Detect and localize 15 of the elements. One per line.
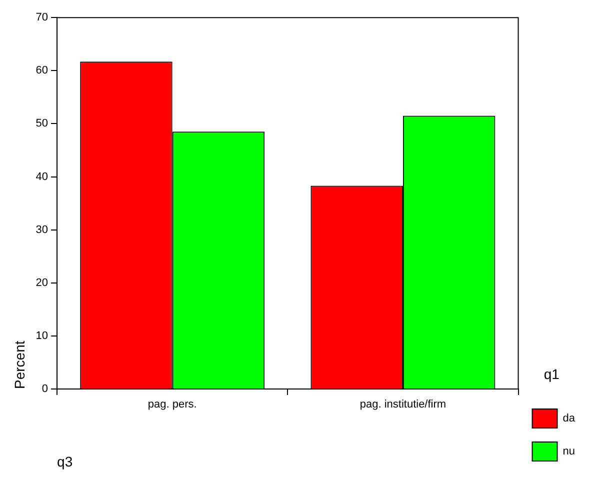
y-tick-label: 70: [36, 12, 48, 24]
y-tick-label: 50: [36, 118, 48, 130]
y-tick-label: 20: [36, 276, 48, 289]
legend-label: nu: [562, 446, 576, 458]
y-tick-label: 40: [36, 170, 48, 183]
y-tick-label: 10: [36, 330, 48, 342]
y-tick-label: 60: [36, 64, 48, 77]
y-tick-label: 30: [36, 224, 48, 236]
x-axis-title: q3: [57, 453, 73, 470]
y-axis-title: Percent: [11, 340, 28, 389]
legend-title: q1: [544, 366, 560, 382]
legend-label: da: [562, 412, 576, 425]
x-tick-label: pag. pers.: [148, 398, 197, 411]
y-tick-label: 0: [42, 383, 48, 396]
x-tick-label: pag. institutie/firm: [360, 398, 446, 411]
